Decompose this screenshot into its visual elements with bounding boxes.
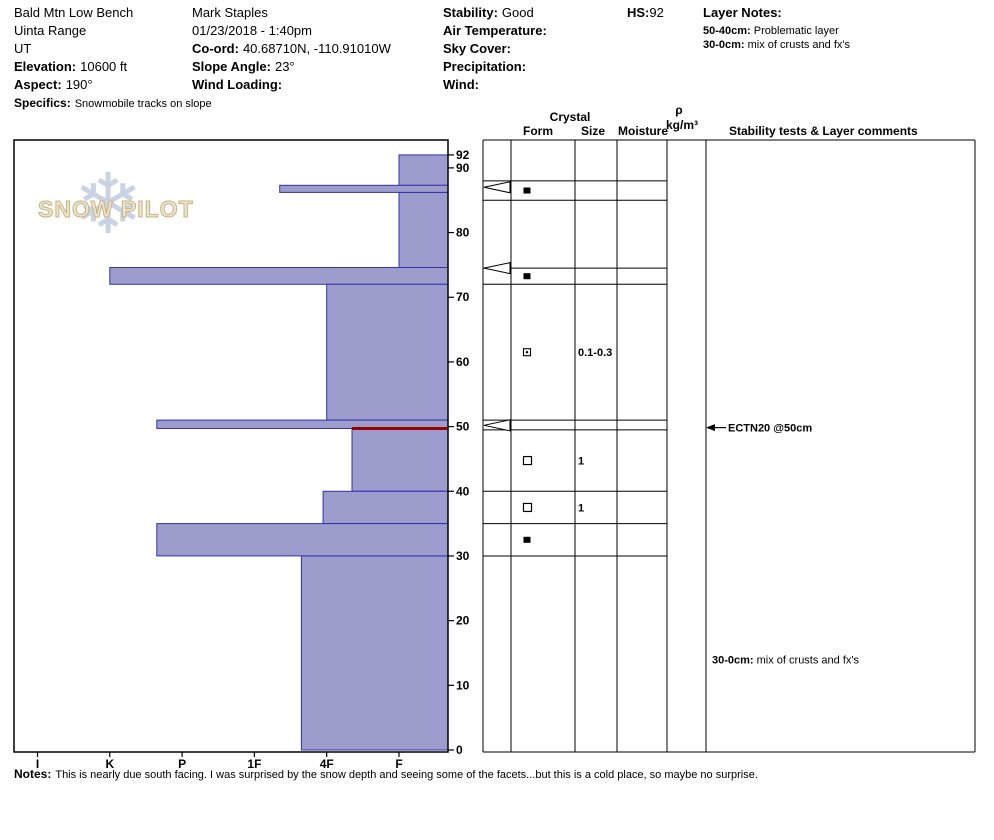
crystal-size-value: 0.1-0.3 [578,347,612,359]
crystal-column-header: Crystal [549,110,591,124]
thin-layer-flag [483,181,511,194]
hardness-bar [326,283,449,421]
hardness-axis-label: I [36,757,39,771]
comments-column-header: Stability tests & Layer comments [729,124,918,138]
thin-layer-flag [483,419,511,432]
layer-comment-range: 30-0cm: [712,654,754,666]
crystal-size-value: 1 [578,502,584,514]
sky-cover-label: Sky Cover: [443,41,511,56]
hs-label: HS: [627,5,650,20]
stability-test-label: ECTN20 @50cm [728,423,812,435]
site-name: Bald Mtn Low Bench [14,5,134,20]
slope-angle-value: 23° [274,59,295,74]
depth-tick-label: 10 [456,678,470,692]
crystal-form-symbol-crust [523,536,531,543]
coord-value: 40.68710N, -110.91010W [242,41,391,56]
stability-label: Stability: [443,5,498,20]
snowflake-icon: ❄ [73,155,144,253]
density-symbol-header: ρ [675,103,683,117]
snowpilot-logo-text: SNOW PILOT [38,196,194,223]
depth-tick-label: 30 [456,549,470,563]
header-col-layer-notes: Layer Notes: 50-40cm: Problematic layer … [703,4,850,52]
notes-row: Notes: This is nearly due south facing. I… [14,767,758,781]
hardness-bar [279,184,449,193]
notes-text: This is nearly due south facing. I was s… [55,769,758,781]
air-temperature-label: Air Temperature: [443,23,547,38]
size-column-header: Size [580,124,606,138]
hardness-bar [398,154,449,186]
depth-tick-label: 80 [456,226,470,240]
state-name: UT [14,41,32,56]
header-col-location: Bald Mtn Low Bench Uinta Range UT Elevat… [14,4,212,113]
test-arrow-icon [706,424,715,432]
layer-note-range: 30-0cm: [703,39,745,51]
layer-comment-text: mix of crusts and fx's [754,654,860,666]
hardness-bar [109,267,449,285]
coord-label: Co-ord: [192,41,239,56]
depth-tick-label: 20 [456,614,470,628]
crystal-form-symbol-dot [525,351,529,354]
slope-angle-label: Slope Angle: [192,59,271,74]
crystal-form-symbol-facet [522,455,533,466]
hardness-bar [398,192,449,268]
crystal-form-symbol-facet [522,502,533,513]
hardness-axis-label: 1F [247,757,261,771]
layer-comment: 30-0cm: mix of crusts and fx's [712,654,859,666]
hardness-bar [156,523,449,557]
notes-label: Notes: [14,767,52,781]
depth-tick-label: 40 [456,484,470,498]
layer-notes-label: Layer Notes: [703,5,782,20]
specifics-label: Specifics: [14,96,71,110]
crystal-size-value: 1 [578,456,584,468]
hardness-bar [300,555,449,751]
header-col-hs: HS:92 [627,4,664,22]
header-col-conditions: Stability: Good Air Temperature: Sky Cove… [443,4,551,94]
wind-loading-label: Wind Loading: [192,77,283,92]
depth-tick-label: 50 [456,420,470,434]
stability-value: Good [501,5,534,20]
layer-note-range: 50-40cm: [703,25,751,37]
density-units-header: kg/m³ [665,118,699,132]
hardness-bar [351,428,449,492]
depth-tick-label: 0 [456,743,463,757]
moisture-column-header: Moisture [617,124,669,138]
precipitation-label: Precipitation: [443,59,527,74]
aspect-value: 190° [65,77,93,92]
aspect-label: Aspect: [14,77,62,92]
hardness-axis-label: P [178,757,186,771]
observer-name: Mark Staples [192,5,268,20]
profile-plot-border [13,139,449,753]
elevation-value: 10600 ft [80,59,128,74]
depth-tick-label: 92 [456,148,470,162]
hardness-axis-label: K [105,757,114,771]
hardness-bar [322,490,449,525]
pit-datetime: 01/23/2018 - 1:40pm [192,23,312,38]
header-col-observer: Mark Staples 01/23/2018 - 1:40pm Co-ord:… [192,4,391,94]
layer-note-text: mix of crusts and fx's [747,39,850,51]
hardness-axis-label: 4F [320,757,334,771]
thin-layer-flag [483,262,511,275]
layer-note-text: Problematic layer [753,25,839,37]
crystal-form-symbol-crust [523,273,531,280]
specifics-value: Snowmobile tracks on slope [74,98,212,110]
form-column-header: Form [523,124,553,138]
elevation-label: Elevation: [14,59,77,74]
snowpilot-watermark: ❄ SNOW PILOT [38,162,218,252]
depth-tick-label: 90 [456,161,470,175]
wind-label: Wind: [443,77,479,92]
crystal-form-symbol-crust [523,187,531,194]
range-name: Uinta Range [14,23,87,38]
depth-tick-label: 60 [456,355,470,369]
hs-value: 92 [649,5,664,20]
depth-tick-label: 70 [456,290,470,304]
hardness-axis-label: F [395,757,402,771]
